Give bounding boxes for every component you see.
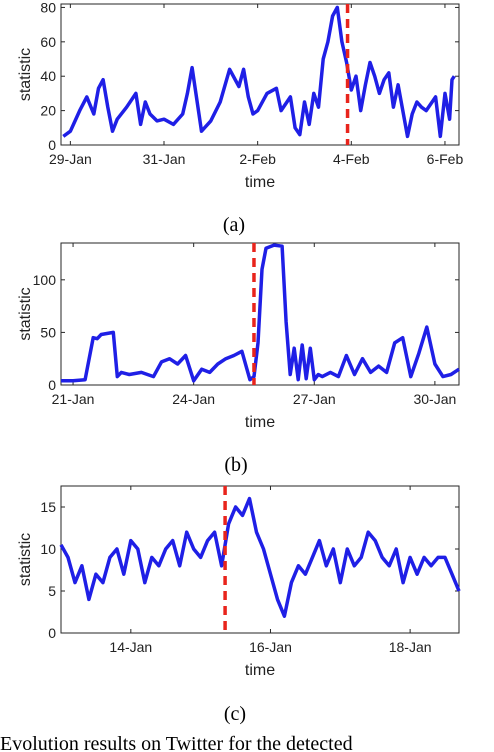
x-tick-label: 2-Feb: [239, 151, 276, 167]
x-tick-label: 27-Jan: [293, 391, 336, 407]
series-line: [59, 496, 461, 618]
y-tick-label: 5: [48, 583, 56, 599]
x-tick-label: 29-Jan: [49, 151, 92, 167]
x-tick-label: 24-Jan: [172, 391, 215, 407]
y-tick-label: 80: [40, 0, 56, 15]
x-tick-label: 14-Jan: [109, 639, 152, 655]
y-axis-label: statistic: [17, 287, 34, 340]
x-tick-label: 16-Jan: [249, 639, 292, 655]
chart-b: 0 50 100 21-Jan 24-Jan 27-Jan 30-Jan time statis…: [17, 242, 460, 431]
x-tick-label: 30-Jan: [413, 391, 456, 407]
x-tick-label: 18-Jan: [389, 639, 432, 655]
series-line: [62, 5, 456, 139]
caption-a: (a): [223, 214, 245, 236]
caption-c: (c): [224, 703, 246, 725]
y-tick-label: 0: [48, 625, 56, 641]
caption-b: (b): [224, 454, 247, 476]
series-line: [61, 243, 460, 383]
x-tick-label: 31-Jan: [143, 151, 186, 167]
y-tick-label: 40: [40, 68, 56, 84]
y-axis-label: statistic: [17, 48, 34, 101]
plot-area: [60, 3, 460, 146]
y-tick-label: 60: [40, 34, 56, 50]
y-tick-label: 20: [40, 103, 56, 119]
y-axis-label: statistic: [17, 533, 34, 586]
y-tick-label: 15: [40, 499, 56, 515]
x-axis-label: time: [245, 174, 275, 191]
x-tick-label: 6-Feb: [427, 151, 464, 167]
chart-a: 0 20 40 60 80 29-Jan 31-Jan 2-Feb 4-Feb 6-Feb time…: [17, 0, 463, 191]
y-tick-label: 100: [33, 272, 57, 288]
x-tick-label: 21-Jan: [52, 391, 95, 407]
y-tick-label: 10: [40, 541, 56, 557]
y-tick-label: 0: [48, 377, 56, 393]
x-tick-label: 4-Feb: [333, 151, 370, 167]
figure-caption-fragment: Evolution results on Twitter for the det…: [0, 733, 353, 752]
chart-c: 0 5 10 15 14-Jan 16-Jan 18-Jan time statistic: [17, 485, 461, 679]
y-tick-label: 0: [48, 137, 56, 153]
x-axis-label: time: [245, 414, 275, 431]
x-axis-label: time: [245, 662, 275, 679]
y-tick-label: 50: [40, 324, 56, 340]
